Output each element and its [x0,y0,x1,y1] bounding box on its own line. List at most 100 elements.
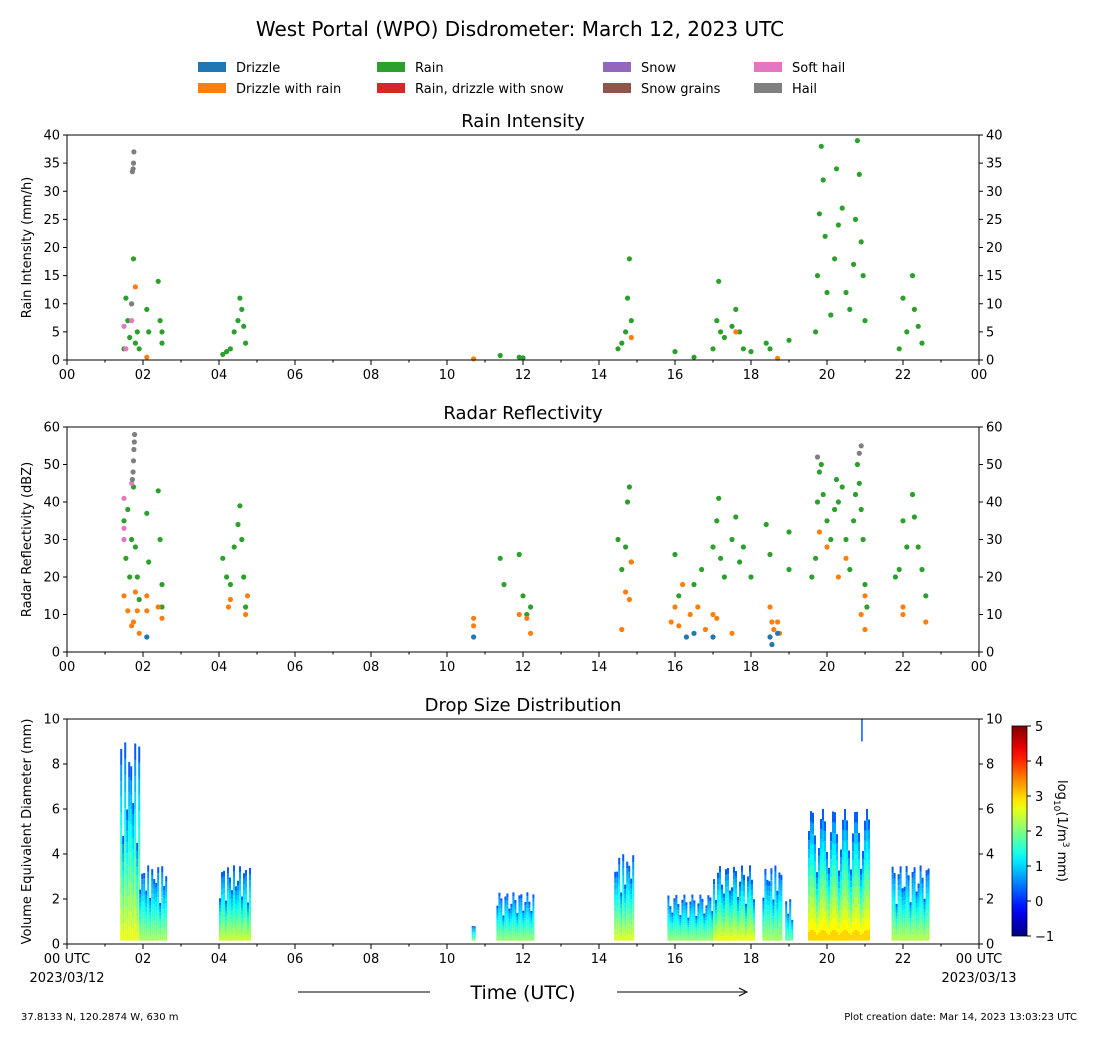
dsd-cell [826,918,828,926]
dsd-cell [858,859,860,869]
data-point [915,323,921,329]
dsd-cell [667,914,670,919]
dsd-cell [709,897,712,902]
dsd-cell [225,907,227,911]
dsd-cell [673,908,676,913]
dsd-cell [249,886,251,893]
dsd-cell [532,917,535,922]
dsd-cell [778,917,781,924]
dsd-cell [630,909,633,915]
dsd-cell [632,919,635,927]
dsd-cell [219,908,221,913]
dsd-cell [697,925,700,929]
dsd-cell [161,878,164,885]
dsd-cell [709,922,712,927]
dsd-cell [699,902,702,907]
dsd-cell [496,926,499,929]
dsd-cell [727,934,729,941]
dsd-cell [512,912,515,917]
dsd-cell [145,911,148,916]
dsd-cell [840,917,842,926]
dsd-cell [241,929,243,934]
dsd-cell [138,795,141,812]
data-point [134,574,140,580]
dsd-cell [785,937,788,941]
figure-title: West Portal (WPO) Disdrometer: March 12,… [256,17,784,41]
dsd-cell [818,863,820,872]
dsd-cell [923,898,926,903]
dsd-cell [735,911,737,918]
dsd-cell [618,926,621,934]
dsd-cell [498,932,501,937]
dsd-cell [778,906,781,913]
dsd-cell [526,908,529,913]
dsd-cell [693,900,696,904]
dsd-cell [508,927,511,930]
dsd-cell [147,928,150,935]
dsd-cell [697,903,700,907]
dsd-cell [667,936,670,941]
dsd-cell [866,841,868,853]
dsd-cell [120,892,123,909]
dsd-cell [243,895,245,902]
dsd-cell [128,821,131,837]
dsd-cell [927,922,930,929]
dsd-cell [745,903,747,907]
data-point [129,301,135,307]
dsd-cell [239,872,241,879]
dsd-cell [832,822,834,833]
dsd-cell [626,907,629,915]
dsd-cell [624,884,627,890]
dsd-cell [628,934,631,941]
dsd-cell [235,904,237,909]
dsd-cell [628,872,631,879]
dsd-cell [830,850,832,860]
dsd-cell [237,895,239,901]
dsd-cell [852,913,854,923]
dsd-cell [520,902,523,906]
dsd-cell [504,922,507,926]
data-point [130,458,137,464]
dsd-cell [153,894,156,900]
dsd-cell [816,900,818,907]
data-point [775,619,781,625]
dsd-cell [128,851,131,867]
data-point [132,544,138,550]
dsd-cell [247,934,249,938]
dsd-cell [830,904,832,914]
dsd-cell [683,898,686,903]
dsd-cell [715,910,717,914]
dsd-cell [143,918,146,924]
dsd-cell [895,937,898,941]
dsd-cell [143,906,146,913]
dsd-cell [506,928,509,933]
dsd-cell [787,927,790,930]
dsd-cell [139,923,142,928]
dsd-cell [249,910,251,917]
dsd-cell [915,895,918,900]
dsd-cell [221,912,223,918]
dsd-cell [231,936,233,941]
dsd-cell [903,900,906,905]
dsd-cell [520,905,523,910]
y-tick-label: 15 [43,269,60,284]
dsd-cell [502,923,505,926]
dsd-cell [134,891,137,908]
dsd-cell [221,895,223,901]
dsd-cell [526,936,529,941]
dsd-cell [810,843,812,855]
dsd-cell [907,891,910,897]
data-point [125,318,131,324]
dsd-cell [699,898,702,903]
dsd-cell [860,874,862,881]
data-point [769,619,775,625]
date-end: 2023/03/13 [942,971,1017,986]
dsd-cell [741,921,743,929]
dsd-cell [126,885,129,897]
dsd-cell [241,925,243,930]
y-tick-label-right: 20 [986,241,1003,256]
dsd-cell [496,937,499,941]
dsd-cell [864,890,866,901]
dsd-cell [147,878,150,885]
data-point [146,329,152,335]
